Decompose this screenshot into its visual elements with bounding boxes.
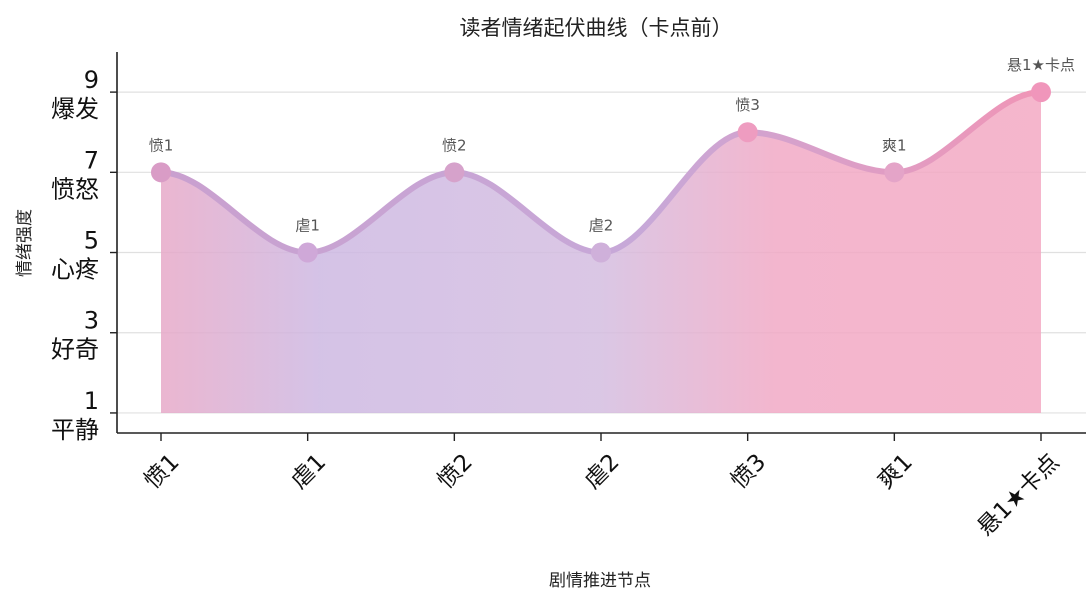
data-label: 虐1 — [295, 217, 320, 235]
data-point — [297, 242, 318, 263]
x-tick-label: 虐2 — [580, 449, 625, 494]
y-tick-number: 9 — [84, 66, 99, 94]
data-label: 虐2 — [589, 217, 614, 235]
data-label: 悬1★卡点 — [1007, 56, 1075, 74]
data-point — [591, 242, 611, 263]
data-label: 愤1 — [149, 136, 174, 154]
y-tick-label: 好奇 — [51, 336, 99, 364]
x-axis-label: 剧情推进节点 — [549, 571, 651, 590]
x-tick-label: 虐1 — [286, 449, 331, 494]
data-point — [151, 162, 171, 183]
data-points — [151, 82, 1051, 263]
data-label: 愤3 — [735, 96, 760, 114]
y-tick-number: 1 — [84, 387, 99, 415]
data-label: 愤2 — [442, 136, 467, 154]
y-tick-number: 3 — [84, 307, 99, 335]
y-tick-number: 7 — [84, 146, 99, 174]
data-label: 爽1 — [882, 136, 907, 154]
y-tick-label: 爆发 — [51, 95, 99, 123]
x-tick-label: 愤3 — [726, 449, 771, 494]
data-point — [1031, 82, 1051, 103]
x-tick-label: 爽1 — [873, 449, 918, 494]
data-labels: 愤1 虐1 愤2 虐2 愤3 爽1 悬1★卡点 — [149, 56, 1075, 234]
y-tick-label: 平静 — [51, 416, 99, 444]
chart-title: 读者情绪起伏曲线（卡点前） — [460, 16, 733, 40]
x-tick-label: 愤1 — [140, 449, 185, 494]
y-tick-label: 心疼 — [51, 256, 99, 284]
y-tick-label: 愤怒 — [51, 175, 99, 203]
y-tick-labels: 1平静 3好奇 5心疼 7愤怒 9爆发 — [51, 66, 117, 444]
data-point — [884, 162, 905, 183]
y-tick-number: 5 — [84, 227, 99, 255]
data-point — [737, 122, 758, 143]
y-axis-label: 情绪强度 — [15, 209, 35, 277]
area-fill — [161, 92, 1041, 413]
x-tick-label: 愤2 — [433, 449, 478, 494]
data-point — [444, 162, 465, 183]
x-tick-labels: 愤1 虐1 愤2 虐2 愤3 爽1 悬1★卡点 — [140, 433, 1065, 541]
x-tick-label: 悬1★卡点 — [972, 449, 1064, 541]
